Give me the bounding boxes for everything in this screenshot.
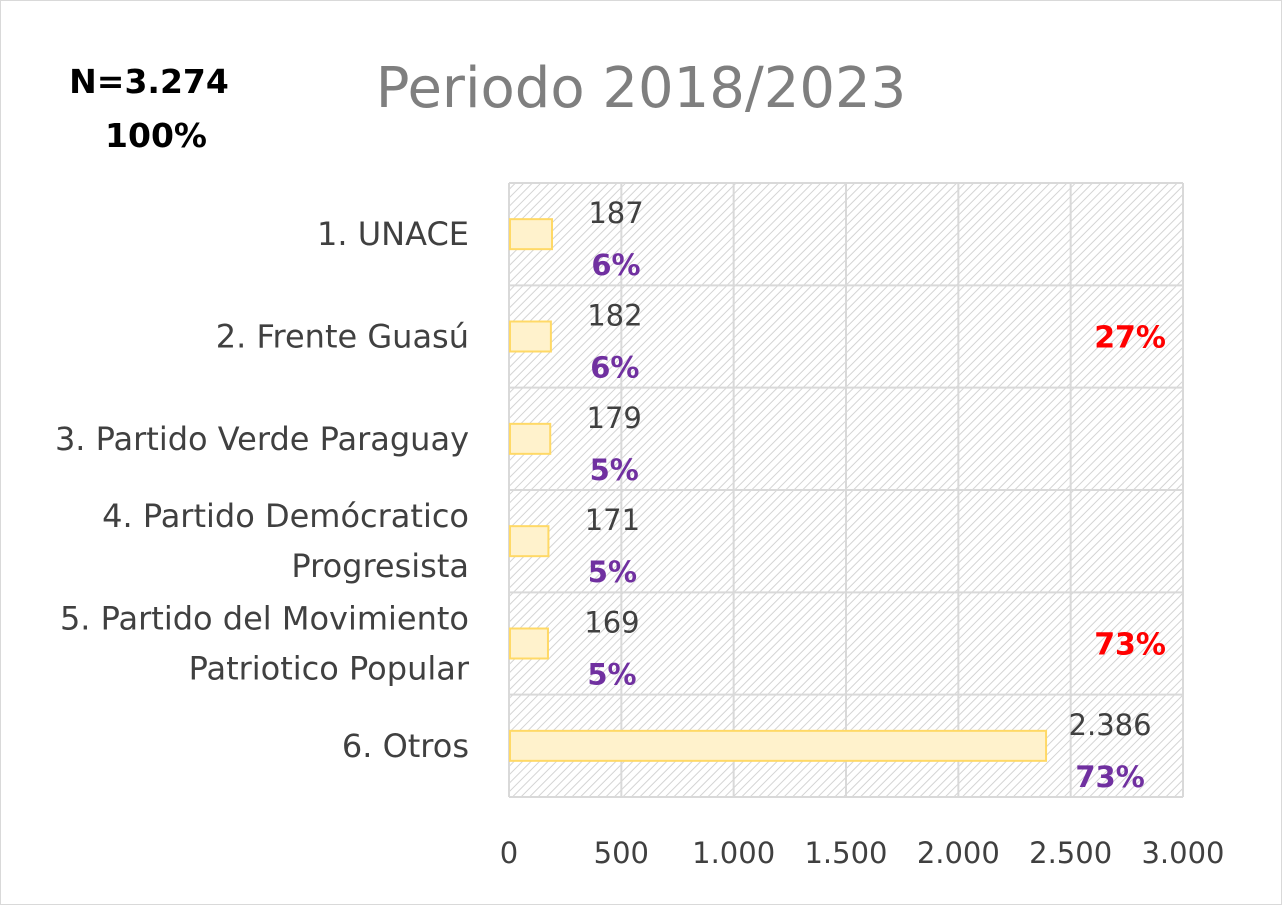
- percent-label-1: 6%: [591, 248, 640, 282]
- category-label-2: 2. Frente Guasú: [216, 318, 469, 356]
- gridlines: [508, 182, 1184, 798]
- bar-1: [509, 218, 554, 251]
- value-label-2: 182: [587, 299, 642, 333]
- x-tick-label-6: 3.000: [1141, 836, 1224, 870]
- percent-label-4: 5%: [588, 555, 637, 589]
- category-labels: 1. UNACE 2. Frente Guasú 3. Partido Verde …: [55, 215, 470, 765]
- annotation-2: 73%: [1094, 628, 1166, 663]
- bar-4: [509, 525, 550, 558]
- category-label-3: 3. Partido Verde Paraguay: [55, 420, 469, 458]
- category-label-5-line-1: 5. Partido del Movimiento: [60, 600, 469, 638]
- category-label-6: 6. Otros: [342, 727, 469, 765]
- total-percent: 100%: [105, 116, 207, 155]
- x-axis-ticks: 0 500 1.000 1.500 2.000 2.500 3.000: [500, 836, 1225, 870]
- bar-3: [509, 422, 552, 455]
- category-label-1: 1. UNACE: [317, 215, 469, 253]
- x-tick-label-0: 0: [500, 836, 518, 870]
- x-tick-label-4: 2.000: [917, 836, 1000, 870]
- percent-label-3: 5%: [590, 453, 639, 487]
- value-label-4: 171: [585, 503, 640, 537]
- category-label-4-line-1: 4. Partido Demócratico: [102, 497, 469, 535]
- x-tick-label-2: 1.000: [692, 836, 775, 870]
- value-label-6: 2.386: [1069, 708, 1152, 742]
- value-label-3: 179: [587, 401, 642, 435]
- bar-2: [509, 320, 552, 353]
- percent-label-5: 5%: [587, 658, 636, 692]
- annotation-1: 27%: [1094, 321, 1166, 356]
- category-label-5-line-2: Patriotico Popular: [189, 650, 470, 688]
- n-label: N=3.274: [69, 62, 229, 101]
- data-labels: 187 6% 182 6% 179 5% 171 5% 169 5% 2.386 73% 27% 73%: [584, 196, 1166, 794]
- bar-6: [509, 729, 1048, 762]
- x-tick-label-5: 2.500: [1029, 836, 1112, 870]
- value-label-5: 169: [584, 606, 639, 640]
- percent-label-2: 6%: [590, 351, 639, 385]
- bar-5: [509, 627, 549, 660]
- x-tick-label-3: 1.500: [804, 836, 887, 870]
- bars: [509, 218, 1048, 762]
- x-tick-label-1: 500: [594, 836, 649, 870]
- percent-label-6: 73%: [1075, 760, 1144, 794]
- chart-title: Periodo 2018/2023: [376, 56, 907, 121]
- value-label-1: 187: [588, 196, 643, 230]
- category-label-4-line-2: Progresista: [291, 547, 469, 585]
